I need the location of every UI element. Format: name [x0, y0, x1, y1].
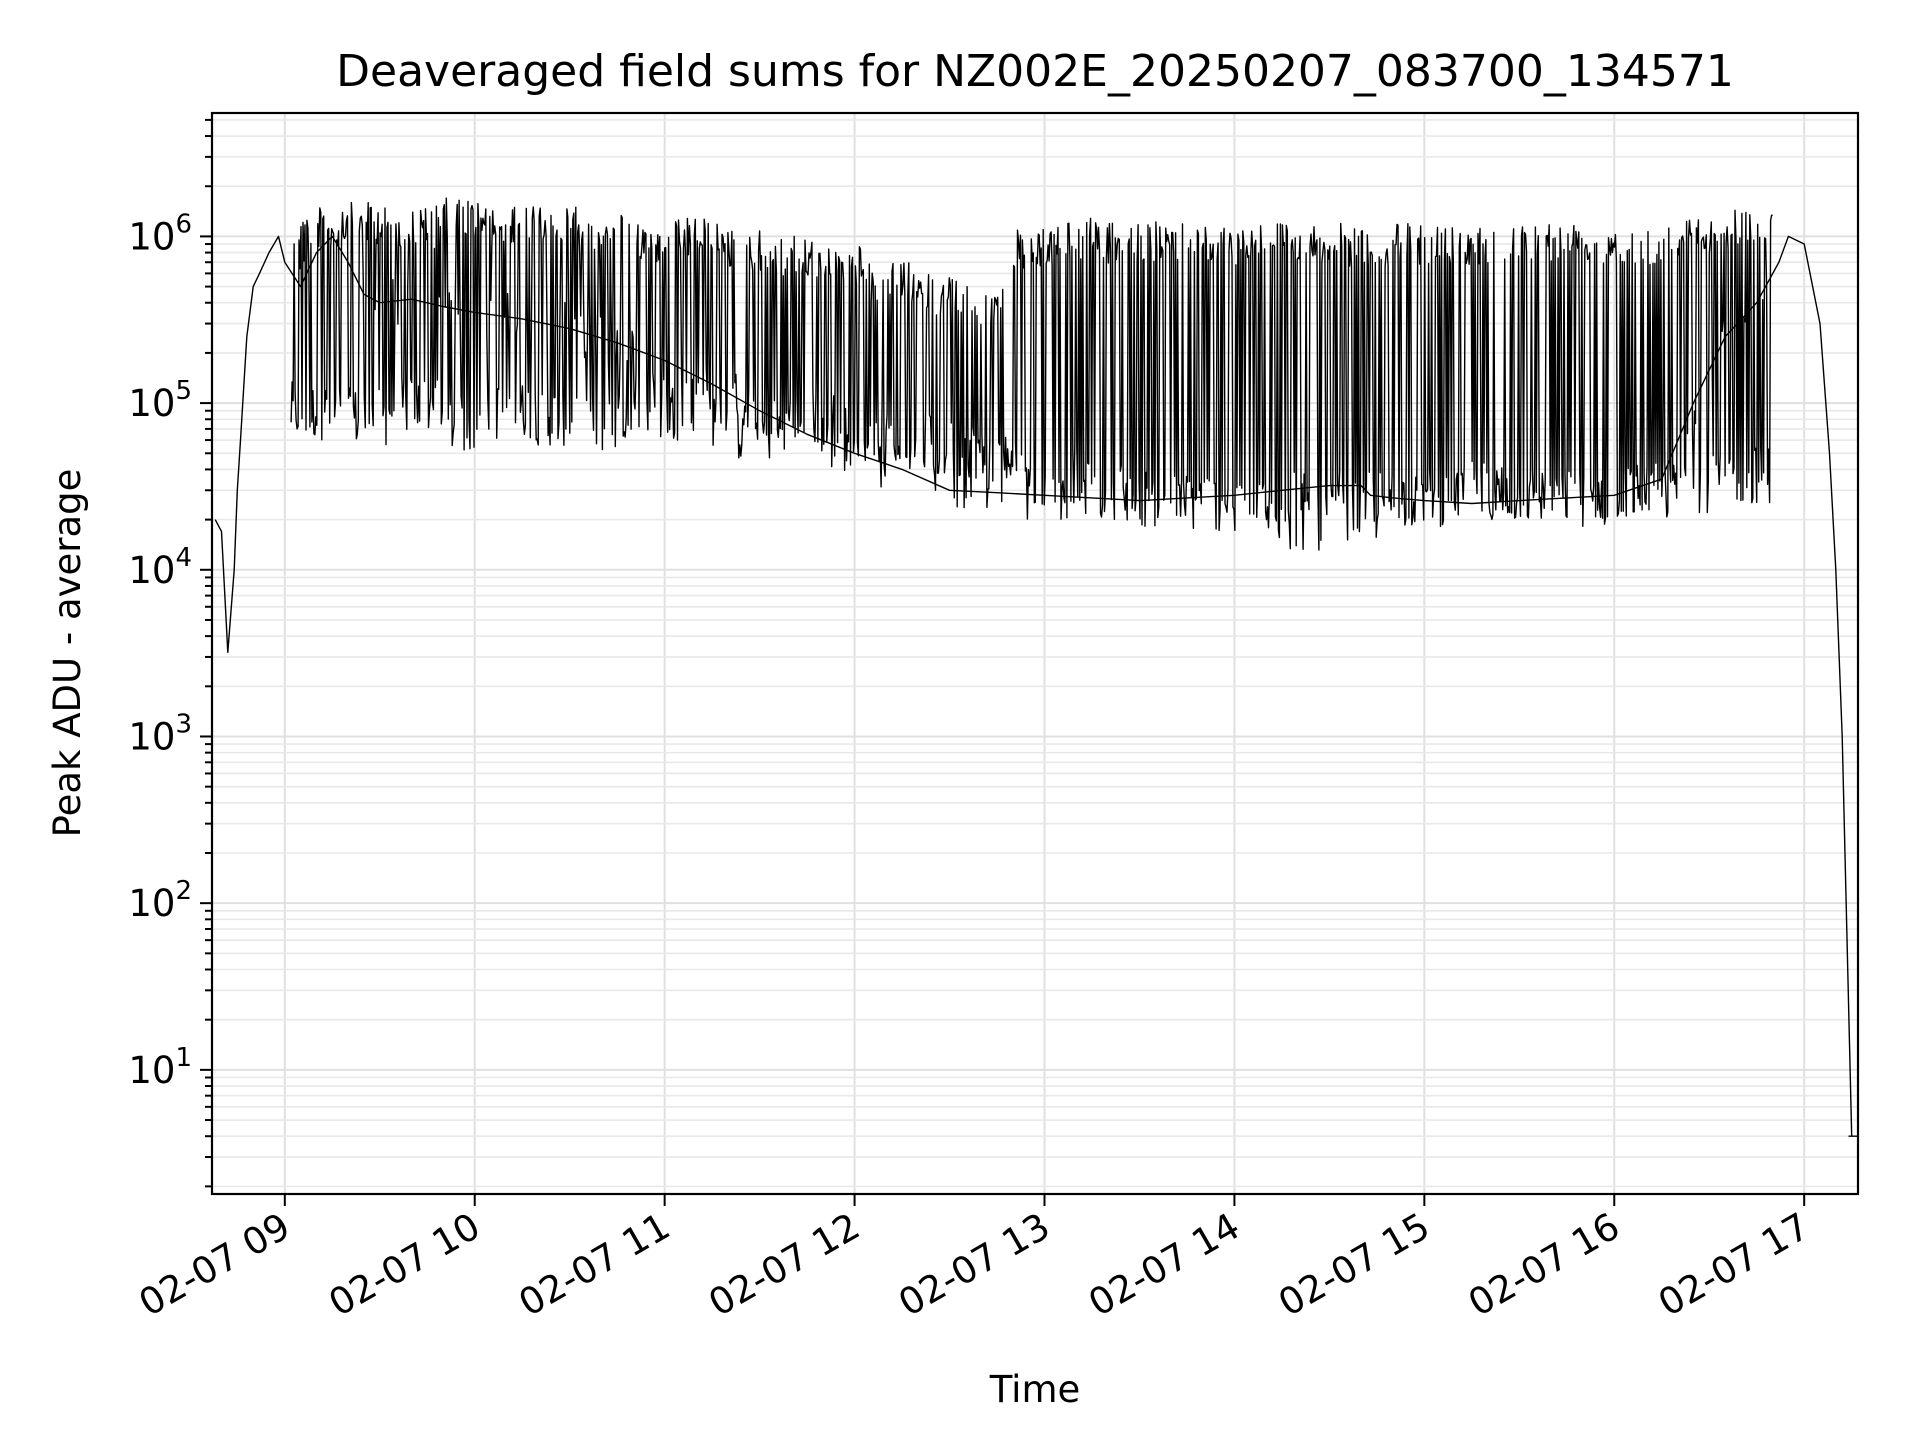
chart-title: Deaveraged field sums for NZ002E_2025020… — [336, 46, 1734, 97]
y-tick-exponent: 5 — [175, 376, 192, 406]
plot-area — [214, 197, 1858, 1137]
y-axis-label: Peak ADU - average — [46, 469, 89, 838]
y-tick-exponent: 2 — [175, 876, 192, 906]
y-tick-label: 103 — [128, 709, 192, 758]
y-tick-exponent: 4 — [175, 543, 192, 573]
x-axis-label: Time — [989, 1368, 1081, 1411]
y-tick-label: 104 — [128, 543, 192, 592]
y-tick-exponent: 3 — [175, 709, 192, 739]
y-tick-label: 106 — [128, 209, 192, 258]
series-line — [214, 235, 1853, 1137]
y-tick-base: 10 — [128, 1049, 175, 1092]
y-tick-base: 10 — [128, 549, 175, 592]
y-tick-base: 10 — [128, 382, 175, 425]
y-tick-base: 10 — [128, 215, 175, 258]
y-tick-exponent: 6 — [175, 209, 192, 239]
y-tick-label: 101 — [128, 1043, 192, 1092]
y-tick-label: 102 — [128, 876, 192, 925]
y-tick-base: 10 — [128, 882, 175, 925]
y-tick-label: 105 — [128, 376, 192, 425]
y-tick-exponent: 1 — [175, 1043, 192, 1073]
y-tick-base: 10 — [128, 715, 175, 758]
axes-frame — [210, 111, 1860, 1196]
series-spikes — [290, 197, 1858, 1137]
